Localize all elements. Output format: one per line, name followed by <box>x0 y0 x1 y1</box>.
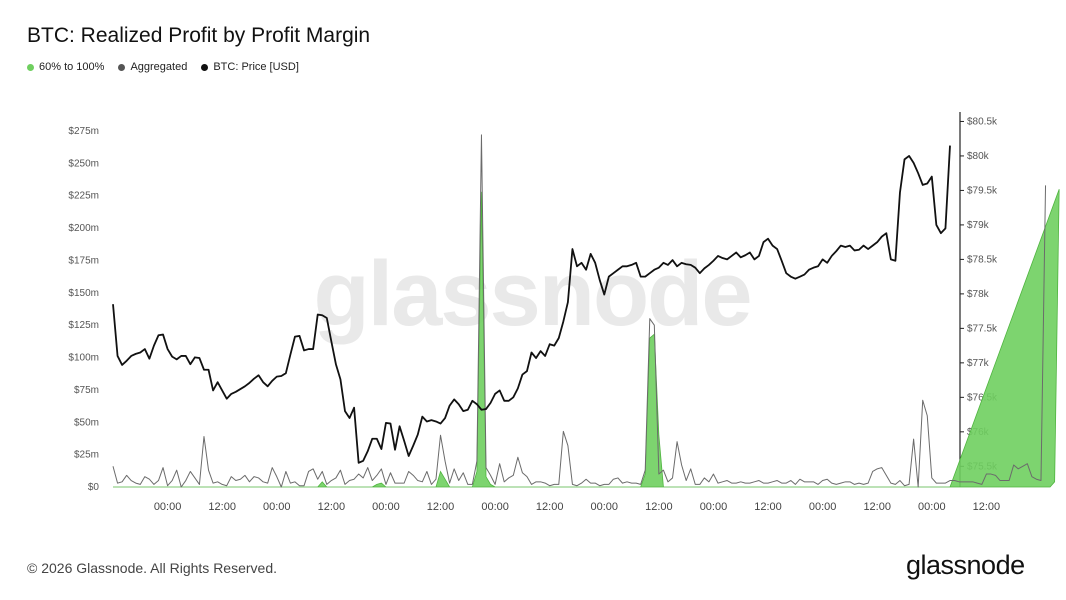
left-tick-label: $100m <box>68 353 99 364</box>
series-layer <box>112 134 1060 488</box>
legend: 60% to 100% Aggregated BTC: Price [USD] <box>27 61 299 73</box>
x-tick-label: 12:00 <box>754 501 782 513</box>
x-tick-label: 00:00 <box>263 501 291 513</box>
right-tick-label: $79.5k <box>967 185 998 196</box>
x-tick-label: 12:00 <box>973 501 1001 513</box>
series-area-profit-band <box>113 189 1060 488</box>
left-tick-label: $150m <box>68 288 99 299</box>
x-tick-label: 12:00 <box>318 501 346 513</box>
watermark-text: glassnode <box>313 243 750 345</box>
glassnode-logo: glassnode <box>906 550 1025 580</box>
x-tick-label: 12:00 <box>536 501 564 513</box>
right-tick-label: $77k <box>967 358 990 369</box>
right-tick-label: $77.5k <box>967 323 998 334</box>
series-line-aggregated <box>112 134 1047 488</box>
legend-label-profit-band: 60% to 100% <box>39 61 105 73</box>
right-tick-label: $80.5k <box>967 116 998 127</box>
left-tick-label: $275m <box>68 126 99 137</box>
legend-item-price[interactable]: BTC: Price [USD] <box>201 61 299 73</box>
x-tick-label: 00:00 <box>700 501 728 513</box>
legend-dot-price <box>201 63 209 71</box>
chart-title: BTC: Realized Profit by Profit Margin <box>27 24 371 47</box>
left-axis: $0 $25m $50m $75m $100m $125m $150m $175m $200m $… <box>68 126 99 493</box>
left-tick-label: $50m <box>74 417 99 428</box>
x-axis: 00:00 12:00 00:00 12:00 00:00 12:00 00:00 12:00… <box>154 501 1000 513</box>
x-tick-label: 00:00 <box>918 501 946 513</box>
x-tick-label: 12:00 <box>427 501 455 513</box>
x-tick-label: 00:00 <box>591 501 619 513</box>
legend-label-aggregated: Aggregated <box>130 61 188 73</box>
x-tick-label: 12:00 <box>208 501 236 513</box>
x-tick-label: 12:00 <box>863 501 891 513</box>
legend-item-profit-band[interactable]: 60% to 100% <box>27 61 104 73</box>
copyright-text: © 2026 Glassnode. All Rights Reserved. <box>27 560 278 576</box>
x-tick-label: 00:00 <box>154 501 182 513</box>
legend-label-price: BTC: Price [USD] <box>213 61 299 73</box>
right-tick-label: $78k <box>967 289 990 300</box>
left-tick-label: $75m <box>74 385 99 396</box>
x-tick-label: 00:00 <box>809 501 837 513</box>
right-tick-label: $78.5k <box>967 254 998 265</box>
series-line-price <box>112 145 951 464</box>
x-tick-label: 00:00 <box>372 501 400 513</box>
left-tick-label: $175m <box>68 255 99 266</box>
x-tick-label: 12:00 <box>645 501 673 513</box>
legend-item-aggregated[interactable]: Aggregated <box>118 61 187 73</box>
x-tick-label: 00:00 <box>481 501 509 513</box>
left-tick-label: $200m <box>68 223 99 234</box>
legend-dot-profit-band <box>27 63 34 71</box>
left-tick-label: $250m <box>68 158 99 169</box>
legend-dot-aggregated <box>118 63 126 71</box>
left-tick-label: $25m <box>74 450 99 461</box>
left-tick-label: $125m <box>68 320 99 331</box>
left-tick-label: $225m <box>68 191 99 202</box>
right-tick-label: $80k <box>967 151 990 162</box>
left-tick-label: $0 <box>88 482 100 493</box>
right-tick-label: $79k <box>967 220 990 231</box>
